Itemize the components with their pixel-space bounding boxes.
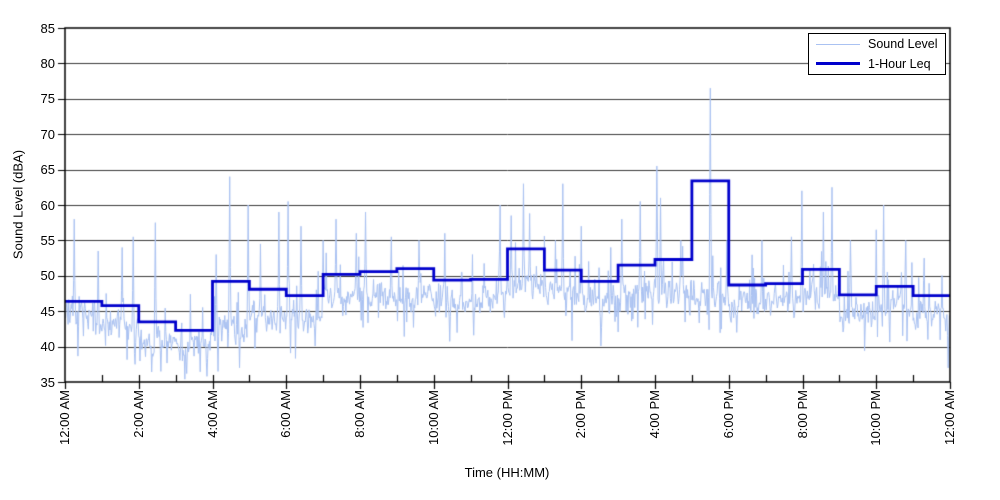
x-tick-label: 6:00 PM (720, 390, 736, 439)
y-axis-label: Sound Level (dBA) (10, 149, 26, 260)
x-tick-label: 12:00 AM (942, 390, 957, 445)
x-tick-label: 10:00 PM (868, 390, 884, 446)
y-tick-label: 40 (40, 339, 55, 355)
y-tick-label: 60 (40, 197, 55, 213)
x-tick-label: 2:00 AM (130, 390, 146, 438)
y-tick-label: 55 (40, 232, 55, 248)
legend-label: Sound Level (868, 37, 938, 52)
x-tick-label: 6:00 AM (278, 390, 294, 438)
x-tick-label: 12:00 PM (499, 390, 515, 446)
legend-label: 1-Hour Leq (868, 56, 931, 71)
y-tick-label: 50 (40, 268, 55, 284)
x-tick-label: 8:00 AM (352, 390, 367, 438)
legend-row: 1-Hour Leq (809, 55, 945, 73)
legend: Sound Level 1-Hour Leq (808, 33, 946, 75)
x-tick-label: 12:00 AM (57, 390, 72, 445)
legend-row: Sound Level (809, 35, 945, 53)
y-tick-label: 70 (40, 126, 55, 142)
y-tick-label: 75 (40, 91, 55, 107)
x-tick-label: 4:00 AM (204, 390, 220, 438)
x-tick-label: 8:00 PM (794, 390, 810, 439)
legend-line-sample (816, 62, 860, 66)
y-tick-label: 80 (40, 55, 55, 71)
y-tick-label: 85 (40, 20, 55, 36)
x-tick-label: 10:00 AM (425, 390, 441, 445)
y-tick-label: 45 (40, 303, 55, 319)
y-tick-label: 65 (40, 162, 55, 178)
x-tick-label: 2:00 PM (573, 390, 589, 439)
x-axis-label: Time (HH:MM) (464, 465, 550, 480)
legend-line-sample (816, 43, 860, 45)
x-tick-label: 4:00 PM (647, 390, 662, 439)
y-tick-label: 35 (40, 374, 55, 390)
